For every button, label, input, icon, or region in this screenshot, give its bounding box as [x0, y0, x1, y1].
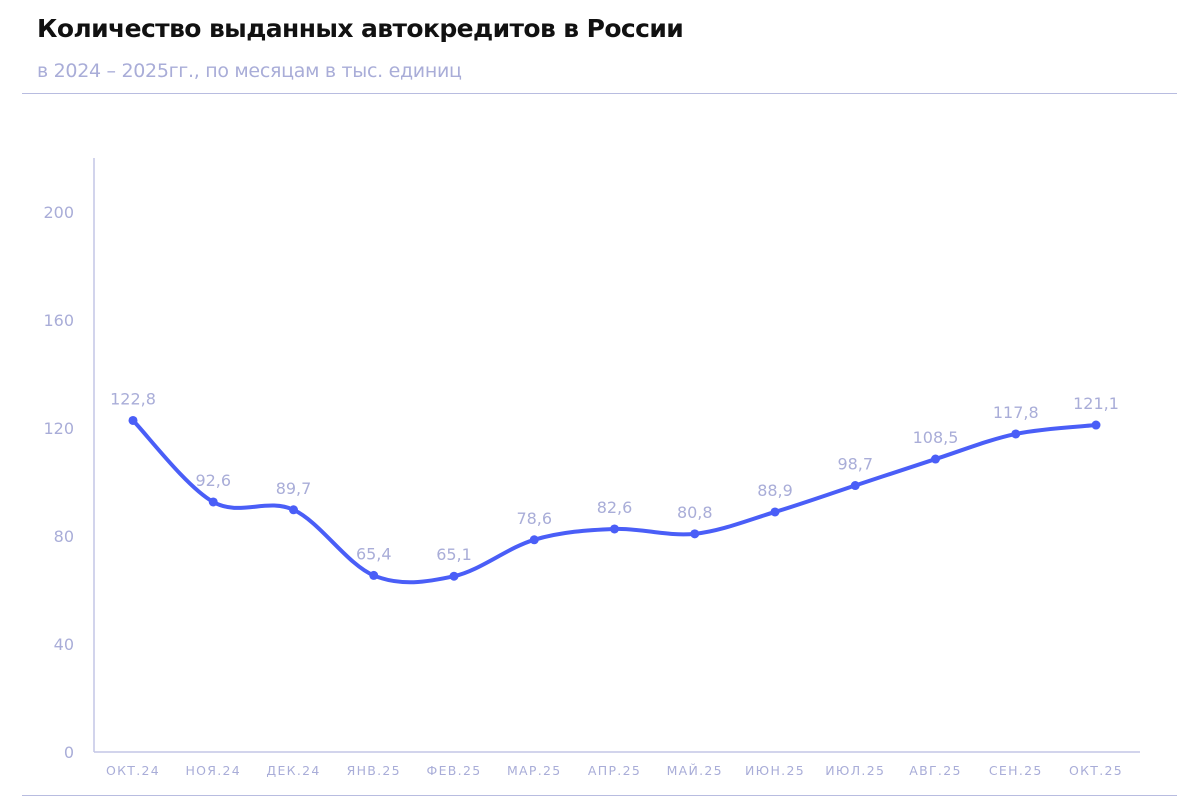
data-label: 122,8 — [110, 389, 156, 408]
x-tick-label: ДЕК.24 — [266, 763, 320, 778]
data-label: 98,7 — [837, 455, 873, 474]
data-label: 82,6 — [597, 498, 633, 517]
x-tick-label: ЯНВ.25 — [347, 763, 401, 778]
y-tick-label: 120 — [43, 419, 74, 438]
data-label: 65,4 — [356, 544, 392, 563]
data-point — [770, 507, 780, 517]
data-point — [208, 497, 218, 507]
x-tick-label: МАЙ.25 — [667, 763, 723, 778]
header-divider — [22, 93, 1177, 94]
data-point — [449, 571, 459, 581]
y-tick-label: 80 — [54, 527, 74, 546]
y-tick-label: 0 — [64, 743, 74, 762]
data-point — [610, 524, 619, 534]
x-tick-label: МАР.25 — [507, 763, 562, 778]
data-point — [289, 505, 298, 515]
data-label: 108,5 — [913, 428, 959, 447]
data-label: 117,8 — [993, 403, 1039, 422]
data-point — [529, 535, 539, 545]
y-tick-label: 40 — [54, 635, 74, 654]
data-point — [850, 481, 860, 491]
data-label: 78,6 — [516, 509, 552, 528]
x-tick-label: ФЕВ.25 — [427, 763, 482, 778]
x-tick-label: АПР.25 — [588, 763, 641, 778]
x-tick-label: ИЮН.25 — [745, 763, 805, 778]
x-tick-label: НОЯ.24 — [185, 763, 241, 778]
x-tick-label: СЕН.25 — [989, 763, 1043, 778]
x-tick-label: ОКТ.25 — [1069, 763, 1123, 778]
data-label: 121,1 — [1073, 394, 1119, 413]
x-tick-label: АВГ.25 — [909, 763, 961, 778]
data-point — [128, 415, 138, 425]
data-label: 89,7 — [276, 479, 312, 498]
x-tick-label: ОКТ.24 — [106, 763, 160, 778]
y-tick-label: 160 — [43, 311, 74, 330]
footer-divider — [22, 795, 1177, 796]
data-point — [931, 454, 940, 464]
data-point — [369, 570, 379, 580]
data-label: 80,8 — [677, 503, 713, 522]
data-point — [690, 529, 700, 539]
chart-title: Количество выданных автокредитов в Росси… — [37, 14, 684, 43]
data-point — [1091, 420, 1101, 430]
data-label: 65,1 — [436, 545, 472, 564]
y-tick-label: 200 — [43, 203, 74, 222]
data-label: 88,9 — [757, 481, 793, 500]
chart-subtitle: в 2024 – 2025гг., по месяцам в тыс. един… — [37, 60, 462, 82]
x-tick-label: ИЮЛ.25 — [825, 763, 885, 778]
data-point — [1011, 429, 1021, 439]
data-label: 92,6 — [195, 471, 231, 490]
